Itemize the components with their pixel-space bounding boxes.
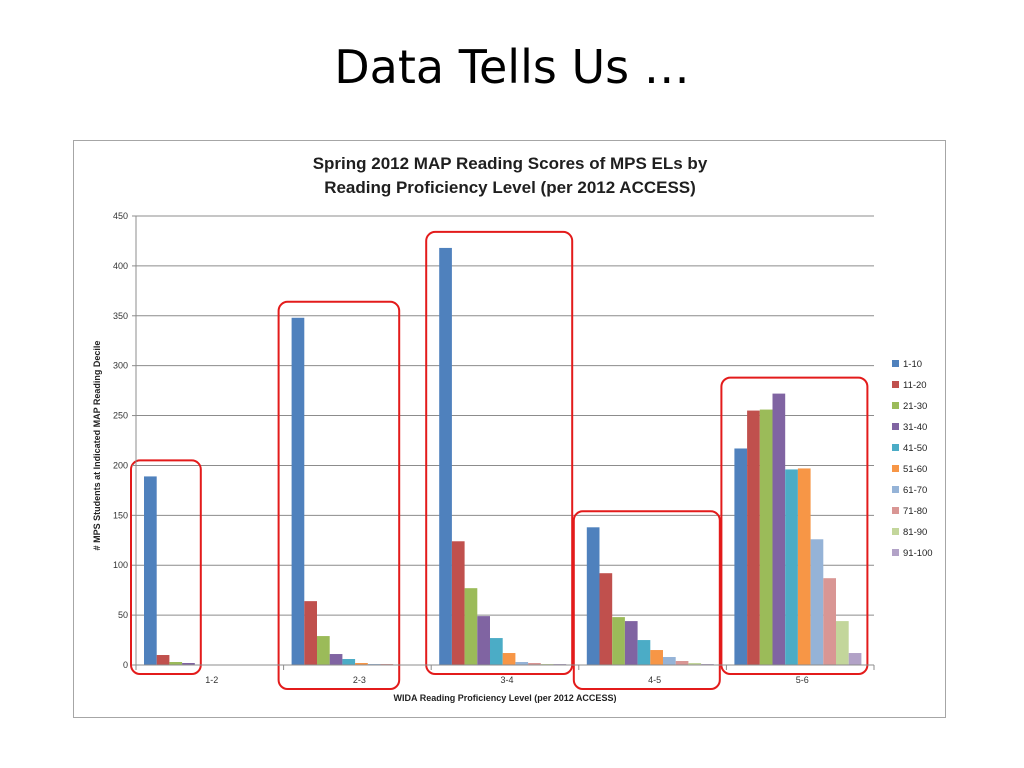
bar-11-20-5-6 bbox=[747, 410, 760, 665]
legend-label-31-40: 31-40 bbox=[903, 422, 927, 433]
chart-title-line: Spring 2012 MAP Reading Scores of MPS EL… bbox=[313, 154, 708, 173]
bar-21-30-1-2 bbox=[169, 662, 183, 665]
chart-frame: Spring 2012 MAP Reading Scores of MPS EL… bbox=[73, 140, 946, 718]
bar-31-40-1-2 bbox=[182, 663, 195, 665]
highlight-box-5-6 bbox=[720, 376, 869, 676]
bars bbox=[144, 247, 862, 665]
bar-31-40-4-5 bbox=[624, 621, 638, 665]
legend-label-11-20: 11-20 bbox=[903, 380, 927, 391]
legend-label-21-30: 21-30 bbox=[903, 401, 927, 412]
bar-51-60-4-5 bbox=[650, 650, 663, 665]
legend-label-51-60: 51-60 bbox=[903, 464, 927, 475]
gridlines bbox=[136, 215, 874, 666]
bar-31-40-5-6 bbox=[772, 393, 786, 665]
legend: 1-10 11-20 21-30 31-40 41-50 51-60 61-70 71-80 8… bbox=[892, 359, 933, 559]
legend-swatch-1-10 bbox=[892, 360, 899, 367]
x-tick-label: 5-6 bbox=[796, 675, 809, 685]
legend-label-41-50: 41-50 bbox=[903, 443, 927, 454]
bar-11-20-3-4 bbox=[451, 541, 465, 665]
y-tick-label: 0 bbox=[123, 660, 128, 670]
legend-label-61-70: 61-70 bbox=[903, 485, 927, 496]
legend-swatch-91-100 bbox=[892, 549, 899, 556]
highlight-box-4-5 bbox=[572, 510, 721, 690]
legend-swatch-71-80 bbox=[892, 507, 899, 514]
legend-swatch-41-50 bbox=[892, 444, 899, 451]
bar-81-90-5-6 bbox=[836, 621, 849, 665]
legend-label-71-80: 71-80 bbox=[903, 506, 927, 517]
legend-swatch-21-30 bbox=[892, 402, 899, 409]
highlight-box-3-4 bbox=[425, 230, 574, 675]
bar-81-90-4-5 bbox=[688, 663, 702, 665]
bar-11-20-1-2 bbox=[156, 655, 170, 665]
bar-1-10-3-4 bbox=[439, 247, 452, 665]
y-tick-label: 450 bbox=[113, 211, 128, 221]
x-tick-label: 3-4 bbox=[500, 675, 513, 685]
bar-21-30-3-4 bbox=[464, 588, 478, 665]
y-tick-label: 250 bbox=[113, 411, 128, 421]
bar-1-10-1-2 bbox=[144, 476, 157, 665]
x-axis-title: WIDA Reading Proficiency Level (per 2012… bbox=[394, 693, 617, 703]
y-tick-label: 300 bbox=[113, 361, 128, 371]
bar-51-60-5-6 bbox=[797, 468, 811, 665]
x-tick-label: 1-2 bbox=[205, 675, 218, 685]
bar-chart: Spring 2012 MAP Reading Scores of MPS EL… bbox=[92, 154, 933, 703]
bar-1-10-2-3 bbox=[291, 317, 305, 665]
highlight-box-1-2 bbox=[130, 459, 202, 676]
legend-swatch-61-70 bbox=[892, 486, 899, 493]
y-tick-label: 100 bbox=[113, 560, 128, 570]
bar-21-30-2-3 bbox=[317, 636, 330, 665]
bar-1-10-4-5 bbox=[586, 527, 600, 665]
bar-91-100-5-6 bbox=[848, 653, 862, 665]
y-tick-label: 50 bbox=[118, 610, 128, 620]
bar-41-50-2-3 bbox=[342, 659, 356, 665]
y-tick-label: 400 bbox=[113, 261, 128, 271]
bar-61-70-4-5 bbox=[663, 657, 676, 665]
bar-11-20-4-5 bbox=[599, 573, 613, 665]
highlight-box-2-3 bbox=[277, 300, 401, 690]
bar-41-50-3-4 bbox=[490, 638, 503, 665]
bar-21-30-4-5 bbox=[612, 617, 625, 665]
bar-71-80-3-4 bbox=[528, 663, 541, 665]
legend-swatch-31-40 bbox=[892, 423, 899, 430]
bar-51-60-3-4 bbox=[502, 653, 516, 665]
highlight-boxes bbox=[130, 230, 869, 690]
chart-title-line: Reading Proficiency Level (per 2012 ACCE… bbox=[324, 178, 696, 197]
legend-label-1-10: 1-10 bbox=[903, 359, 922, 370]
bar-31-40-3-4 bbox=[477, 616, 490, 665]
slide-title: Data Tells Us … bbox=[334, 40, 690, 94]
y-tick-label: 200 bbox=[113, 460, 128, 470]
bar-41-50-5-6 bbox=[785, 469, 798, 665]
bar-61-70-5-6 bbox=[810, 539, 824, 665]
bar-71-80-4-5 bbox=[675, 661, 689, 665]
y-tick-label: 150 bbox=[113, 510, 128, 520]
bar-31-40-2-3 bbox=[329, 654, 343, 665]
legend-swatch-81-90 bbox=[892, 528, 899, 535]
bar-1-10-5-6 bbox=[734, 448, 748, 665]
y-axis-title: # MPS Students at Indicated MAP Reading … bbox=[92, 341, 102, 551]
legend-label-91-100: 91-100 bbox=[903, 548, 933, 559]
y-tick-label: 350 bbox=[113, 311, 128, 321]
chart-title: Spring 2012 MAP Reading Scores of MPS EL… bbox=[313, 154, 708, 197]
x-tick-label: 4-5 bbox=[648, 675, 661, 685]
axes: 0 50 100 150 200 250 300 350 400 450 1-2 2-3 3-4 4-5 5… bbox=[92, 211, 875, 703]
bar-11-20-2-3 bbox=[304, 601, 317, 665]
legend-swatch-11-20 bbox=[892, 381, 899, 388]
x-tick-label: 2-3 bbox=[353, 675, 366, 685]
bar-51-60-2-3 bbox=[355, 663, 368, 665]
legend-label-81-90: 81-90 bbox=[903, 527, 927, 538]
legend-swatch-51-60 bbox=[892, 465, 899, 472]
bar-21-30-5-6 bbox=[759, 409, 773, 665]
bar-71-80-5-6 bbox=[823, 578, 836, 665]
bar-41-50-4-5 bbox=[637, 640, 651, 665]
bar-61-70-3-4 bbox=[515, 662, 529, 665]
